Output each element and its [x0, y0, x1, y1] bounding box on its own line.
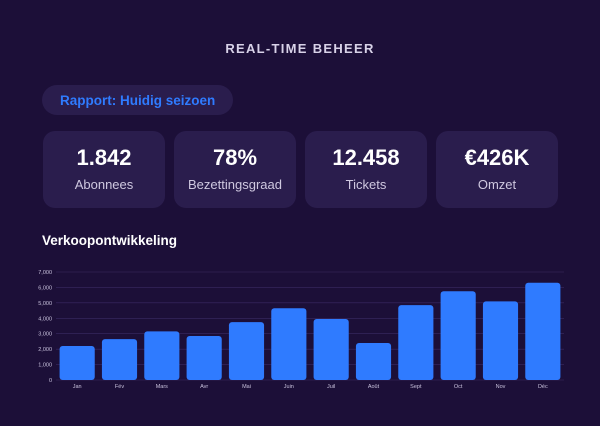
kpi-label: Bezettingsgraad: [188, 177, 282, 192]
x-tick-label: Mai: [242, 384, 251, 390]
chart-bar: [525, 282, 561, 380]
chart-bar: [186, 336, 222, 380]
y-tick-label: 5,000: [38, 301, 52, 307]
kpi-value: 1.842: [76, 145, 132, 170]
kpi-label: Omzet: [477, 177, 517, 192]
kpi-label: Abonnees: [74, 177, 134, 192]
kpi-card-revenue: €426K Omzet: [436, 131, 558, 208]
x-tick-label: Déc: [538, 384, 548, 390]
sales-bar-chart: 0 1,000 2,000 3,000 4,000 5,000 6,000 7,000 Jan F…: [38, 270, 564, 390]
kpi-value: 12.458: [332, 145, 400, 170]
chart-bar: [271, 308, 307, 380]
x-tick-label: Août: [368, 384, 380, 390]
x-tick-label: Mars: [156, 384, 168, 390]
x-tick-label: Sept: [410, 384, 422, 390]
chart-bar: [144, 331, 180, 380]
kpi-value: €426K: [464, 145, 530, 170]
x-tick-label: Jan: [73, 384, 82, 390]
y-tick-label: 1,000: [38, 363, 52, 369]
kpi-card-subscribers: 1.842 Abonnees: [43, 131, 165, 208]
chart-bar: [482, 301, 519, 380]
y-tick-label: 6,000: [38, 285, 52, 291]
y-tick-label: 0: [49, 378, 52, 384]
chart-bar: [398, 305, 434, 380]
y-tick-label: 3,000: [38, 332, 52, 338]
chart-bar: [101, 339, 138, 380]
chart-title: Verkoopontwikkeling: [42, 233, 178, 248]
kpi-card-tickets: 12.458 Tickets: [305, 131, 427, 208]
x-tick-label: Fév: [115, 384, 124, 390]
kpi-card-occupancy: 78% Bezettingsgraad: [174, 131, 296, 208]
chart-bar: [228, 322, 265, 380]
y-tick-label: 4,000: [38, 316, 52, 322]
chart-bar: [440, 291, 476, 380]
kpi-row: 1.842 Abonnees 78% Bezettingsgraad 12.45…: [43, 131, 558, 208]
chart-bar: [313, 319, 349, 380]
kpi-label: Tickets: [345, 177, 387, 192]
report-filter-label: Rapport: Huidig seizoen: [60, 92, 216, 108]
y-tick-label: 7,000: [38, 270, 52, 276]
x-tick-label: Avr: [200, 384, 208, 390]
page-title: REAL-TIME BEHEER: [225, 41, 375, 56]
kpi-value: 78%: [212, 145, 258, 170]
x-tick-label: Juin: [284, 384, 294, 390]
chart-bar: [59, 346, 95, 380]
report-filter-button[interactable]: Rapport: Huidig seizoen: [42, 85, 234, 115]
y-tick-label: 2,000: [38, 347, 52, 353]
x-tick-label: Oct: [454, 384, 463, 390]
chart-bar: [355, 342, 392, 380]
x-tick-label: Juil: [327, 384, 335, 390]
x-tick-label: Nov: [496, 384, 506, 390]
